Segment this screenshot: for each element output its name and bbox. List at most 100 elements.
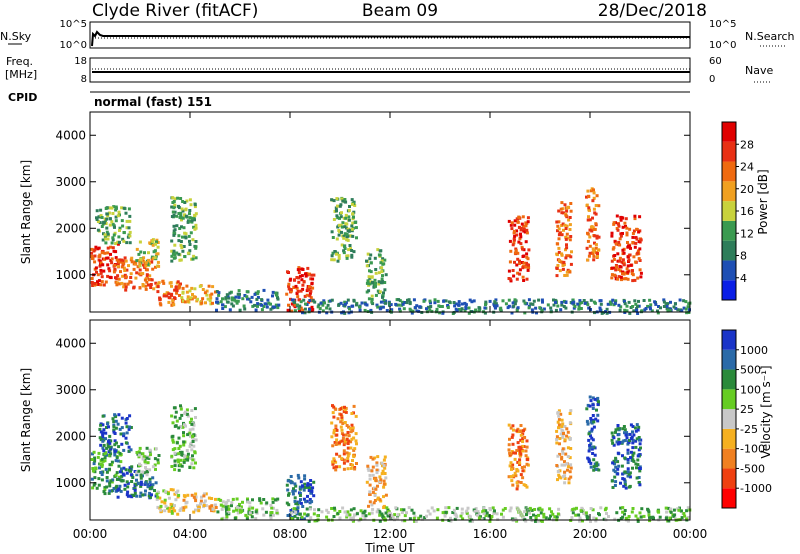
velocity-echo-cell bbox=[106, 442, 110, 446]
velocity-echo-cell bbox=[374, 487, 378, 491]
velocity-echo-cell bbox=[528, 511, 532, 515]
power-echo-cell bbox=[633, 245, 637, 249]
power-echo-cell bbox=[605, 307, 609, 311]
velocity-echo-cell bbox=[430, 506, 434, 510]
power-echo-cell bbox=[238, 292, 241, 296]
power-echo-cell bbox=[271, 294, 274, 298]
velocity-echo-cell bbox=[170, 414, 174, 418]
velocity-echo-cell bbox=[116, 459, 120, 463]
velocity-echo-cell bbox=[235, 508, 238, 512]
power-echo-cell bbox=[379, 261, 383, 265]
velocity-echo-cell bbox=[185, 449, 189, 452]
velocity-echo-cell bbox=[335, 428, 339, 432]
velocity-echo-cell bbox=[178, 450, 182, 454]
velocity-echo-cell bbox=[474, 507, 478, 511]
velocity-echo-cell bbox=[593, 467, 597, 471]
velocity-echo-cell bbox=[341, 506, 345, 510]
velocity-echo-cell bbox=[293, 499, 297, 503]
power-echo-cell bbox=[161, 279, 165, 283]
power-echo-cell bbox=[188, 216, 192, 220]
power-echo-cell bbox=[639, 238, 643, 242]
velocity-echo-cell bbox=[190, 462, 194, 466]
velocity-echo-cell bbox=[592, 465, 596, 469]
velocity-echo-cell bbox=[585, 517, 589, 521]
power-echo-cell bbox=[269, 307, 273, 311]
power-echo-cell bbox=[262, 288, 266, 292]
power-echo-cell bbox=[619, 234, 623, 238]
power-echo-cell bbox=[535, 311, 538, 315]
velocity-echo-cell bbox=[342, 458, 346, 462]
power-echo-cell bbox=[592, 300, 596, 304]
power-echo-cell bbox=[569, 209, 573, 213]
power-echo-cell bbox=[151, 267, 155, 271]
power-echo-cell bbox=[172, 249, 176, 253]
velocity-echo-cell bbox=[159, 508, 163, 512]
velocity-echo-cell bbox=[631, 438, 635, 442]
velocity-echo-cell bbox=[182, 425, 185, 428]
velocity-echo-cell bbox=[524, 484, 528, 487]
velocity-echo-cell bbox=[182, 443, 186, 447]
velocity-echo-cell bbox=[302, 497, 306, 501]
power-echo-cell bbox=[155, 238, 159, 242]
velocity-echo-cell bbox=[623, 509, 627, 512]
velocity-echo-cell bbox=[133, 491, 137, 495]
velocity-echo-cell bbox=[219, 503, 223, 507]
velocity-echo-cell bbox=[435, 516, 439, 520]
power-echo-cell bbox=[507, 298, 511, 302]
power-echo-cell bbox=[103, 257, 107, 261]
velocity-echo-cell bbox=[563, 477, 567, 480]
power-echo-cell bbox=[383, 301, 387, 305]
power-echo-cell bbox=[338, 230, 342, 234]
power-echo-cell bbox=[352, 250, 356, 254]
nave-bottom-tick: 0 bbox=[709, 74, 715, 85]
power-echo-cell bbox=[592, 196, 596, 200]
velocity-echo-cell bbox=[637, 476, 641, 479]
velocity-echo-cell bbox=[616, 451, 620, 455]
velocity-echo-cell bbox=[563, 438, 567, 442]
velocity-echo-cell bbox=[156, 461, 160, 465]
velocity-echo-cell bbox=[348, 513, 352, 517]
power-echo-cell bbox=[91, 257, 95, 261]
velocity-echo-cell bbox=[274, 498, 277, 502]
velocity-echo-cell bbox=[594, 417, 598, 421]
power-echo-cell bbox=[343, 232, 347, 236]
velocity-echo-cell bbox=[512, 428, 515, 432]
power-echo-cell bbox=[622, 261, 626, 265]
power-echo-cell bbox=[540, 308, 544, 312]
velocity-echo-cell bbox=[626, 519, 630, 523]
power-echo-cell bbox=[206, 297, 210, 301]
power-echo-cell bbox=[172, 224, 176, 228]
nsky-bottom-tick: 10^0 bbox=[60, 40, 87, 51]
power-echo-cell bbox=[308, 294, 312, 298]
velocity-echo-cell bbox=[634, 462, 638, 466]
velocity-echo-cell bbox=[465, 511, 469, 515]
velocity-echo-cell bbox=[135, 494, 139, 498]
velocity-echo-cell bbox=[491, 506, 495, 510]
velocity-echo-cell bbox=[538, 506, 542, 510]
velocity-echo-cell bbox=[106, 445, 110, 449]
velocity-echo-cell bbox=[191, 437, 195, 441]
velocity-echo-cell bbox=[181, 453, 185, 457]
power-echo-cell bbox=[95, 270, 98, 274]
velocity-echo-cell bbox=[91, 486, 95, 490]
power-echo-cell bbox=[582, 299, 586, 302]
power-echo-cell bbox=[173, 243, 177, 247]
time-axis: 00:00 04:00 08:00 12:00 16:00 20:00 00:00 bbox=[73, 527, 708, 541]
power-echo-cell bbox=[534, 306, 538, 310]
velocity-echo-cell bbox=[555, 464, 559, 467]
velocity-echo-cell bbox=[510, 479, 514, 483]
power-echo-cell bbox=[377, 282, 381, 286]
power-echo-cell bbox=[124, 259, 128, 263]
velocity-echo-cell bbox=[465, 509, 469, 513]
velocity-echo-cell bbox=[163, 509, 167, 513]
power-echo-cell bbox=[493, 301, 497, 305]
power-echo-cell bbox=[631, 269, 634, 272]
power-echo-cell bbox=[506, 306, 510, 310]
velocity-echo-cell bbox=[179, 425, 183, 428]
power-echo-cell bbox=[589, 189, 593, 193]
power-echo-cell bbox=[296, 268, 300, 272]
power-echo-cell bbox=[114, 256, 118, 260]
power-echo-cell bbox=[191, 293, 194, 296]
velocity-echo-cell bbox=[647, 510, 651, 514]
power-echo-cell bbox=[104, 222, 108, 225]
